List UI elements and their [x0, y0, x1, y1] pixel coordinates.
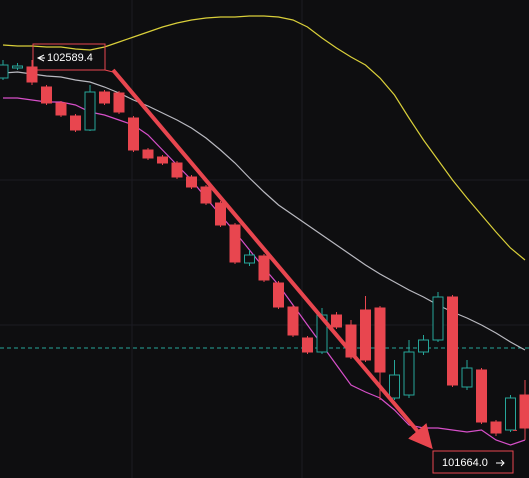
- candle-body: [418, 339, 429, 353]
- low-label: 101664.0: [442, 457, 488, 469]
- candle-body: [461, 367, 473, 388]
- candle-body: [200, 186, 212, 204]
- candle-body: [432, 296, 444, 341]
- candle-body: [171, 162, 183, 178]
- candle-body: [41, 86, 52, 104]
- low-label-box: [432, 450, 514, 474]
- candle-body: [142, 149, 154, 159]
- candle-body: [128, 117, 139, 151]
- trend-arrow: [111, 68, 433, 450]
- connector: [104, 69, 114, 73]
- candle-body: [273, 282, 284, 308]
- candle-body: [0, 64, 9, 79]
- candle-body: [403, 351, 415, 396]
- candle-body: [113, 92, 125, 113]
- candle-body: [389, 374, 400, 399]
- candle-body: [374, 307, 386, 373]
- candle-body: [99, 91, 110, 104]
- candle-body: [12, 65, 23, 69]
- arrow-icon: [496, 459, 505, 467]
- candle-body: [229, 224, 241, 263]
- candle-body: [331, 314, 342, 328]
- candle-body: [519, 394, 529, 429]
- labels: 102589.4 101664.0: [32, 43, 517, 474]
- candle-body: [360, 309, 371, 361]
- candle-body: [258, 255, 270, 281]
- candle-body: [287, 306, 299, 336]
- candle-body: [84, 91, 96, 131]
- candle-body: [476, 369, 487, 423]
- candle-body: [345, 324, 357, 358]
- high-label-box: [32, 43, 106, 71]
- candles: [0, 60, 529, 440]
- candle-body: [26, 66, 38, 83]
- candle-body: [447, 296, 458, 386]
- band-line: [2, 15, 526, 261]
- candle-body: [505, 397, 516, 431]
- candle-body: [70, 115, 81, 131]
- candle-body: [490, 421, 502, 434]
- candle-body: [244, 254, 255, 264]
- candle-body: [55, 102, 67, 116]
- band-line: [2, 71, 526, 351]
- candle-body: [215, 202, 226, 226]
- high-label: 102589.4: [47, 52, 93, 64]
- candle-body: [157, 156, 168, 164]
- high-marker: [36, 54, 45, 62]
- candle-body: [186, 176, 197, 188]
- candle-body: [302, 337, 313, 353]
